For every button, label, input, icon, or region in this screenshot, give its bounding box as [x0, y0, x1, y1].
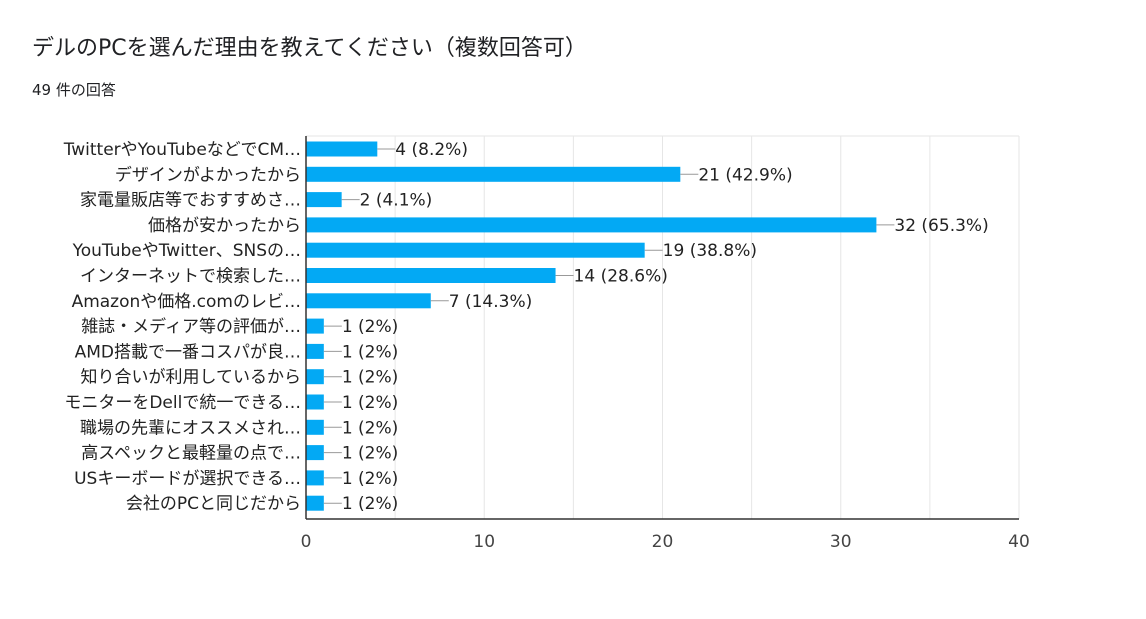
data-label: 21 (42.9%)	[698, 165, 792, 185]
bar	[306, 394, 324, 410]
category-label: Amazonや価格.comのレビ…	[72, 292, 301, 312]
data-label: 2 (4.1%)	[360, 191, 433, 211]
category-label: TwitterやYouTubeなどでCM…	[63, 140, 301, 160]
data-label: 14 (28.6%)	[574, 267, 668, 287]
bar	[306, 495, 324, 511]
bar	[306, 141, 378, 157]
bar	[306, 192, 342, 208]
data-label: 1 (2%)	[342, 368, 398, 388]
data-label: 19 (38.8%)	[663, 241, 757, 261]
bar	[306, 166, 681, 182]
gridlines	[306, 135, 1020, 519]
data-label: 1 (2%)	[342, 494, 398, 514]
category-label: デザインがよかったから	[115, 164, 301, 185]
bar	[306, 369, 324, 385]
response-count: 49 件の回答	[32, 81, 116, 99]
data-label: 1 (2%)	[342, 393, 398, 413]
data-label: 1 (2%)	[342, 469, 398, 489]
bar	[306, 217, 877, 233]
category-label: YouTubeやTwitter、SNSの…	[72, 241, 301, 261]
bars	[306, 141, 895, 511]
bar	[306, 268, 556, 283]
data-label: 7 (14.3%)	[449, 292, 533, 312]
category-label: 高スペックと最軽量の点で…	[81, 444, 301, 464]
bar	[306, 343, 324, 359]
x-tick-label: 10	[473, 532, 495, 552]
category-label: AMD搭載で一番コスパが良…	[75, 342, 301, 362]
bar	[306, 242, 645, 258]
data-label: 4 (8.2%)	[395, 140, 468, 160]
category-label: 価格が安かったから	[148, 216, 301, 236]
x-tick-label: 30	[830, 532, 852, 552]
data-label: 1 (2%)	[342, 418, 398, 438]
category-label: 知り合いが利用しているから	[81, 368, 302, 388]
category-label: 職場の先輩にオススメされ…	[80, 418, 301, 438]
category-label: モニターをDellで統一できる…	[64, 393, 301, 413]
data-label: 32 (65.3%)	[894, 216, 988, 236]
data-label: 1 (2%)	[342, 444, 398, 464]
bar	[306, 293, 431, 309]
category-label: 雑誌・メディア等の評価が…	[81, 316, 301, 337]
category-label: 会社のPCと同じだから	[126, 494, 301, 514]
chart-title: デルのPCを選んだ理由を教えてください（複数回答可）	[32, 36, 587, 61]
category-label: インターネットで検索した…	[80, 267, 301, 287]
data-label: 1 (2%)	[342, 317, 398, 337]
bar	[306, 318, 324, 334]
category-label: USキーボードが選択できる…	[74, 469, 301, 489]
x-tick-label: 20	[652, 532, 674, 552]
axes: 0 10 20 30 40	[301, 136, 1030, 552]
labels: TwitterやYouTubeなどでCM… 4 (8.2%) デザインがよかったから…	[63, 140, 989, 514]
category-label: 家電量販店等でおすすめさ…	[80, 191, 301, 211]
x-tick-label: 0	[301, 532, 312, 552]
bar	[306, 445, 324, 461]
x-tick-label: 40	[1008, 532, 1030, 552]
bar	[306, 419, 324, 435]
data-label: 1 (2%)	[342, 342, 398, 362]
bar	[306, 470, 324, 486]
